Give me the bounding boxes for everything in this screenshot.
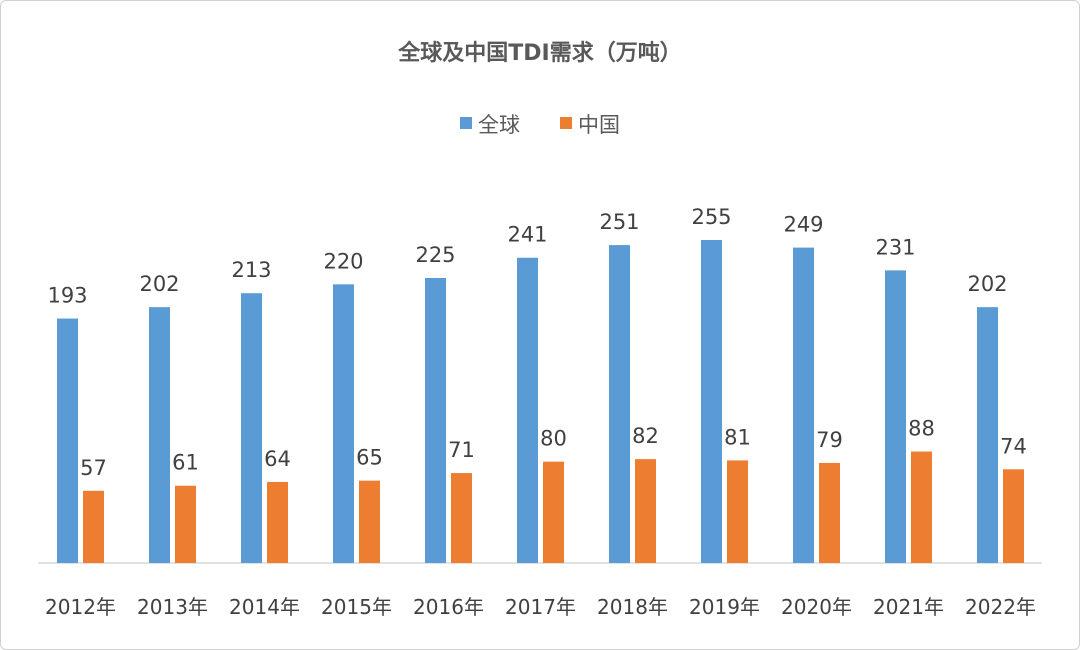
bar-china-2013年	[175, 485, 196, 563]
bar-china-2021年	[911, 451, 932, 563]
data-label: 255	[691, 205, 731, 229]
data-label: 225	[415, 243, 455, 267]
legend-swatch	[460, 117, 472, 129]
legend: 全球 中国	[460, 113, 620, 137]
bar-global-2015年	[333, 284, 354, 563]
x-tick-label: 2013年	[137, 595, 208, 619]
bar-china-2016年	[451, 473, 472, 563]
bar-global-2020年	[793, 247, 814, 563]
legend-label: 中国	[578, 113, 620, 137]
data-label: 61	[172, 451, 199, 475]
data-label: 193	[47, 284, 87, 308]
x-tick-label: 2019年	[689, 595, 760, 619]
data-label: 57	[80, 456, 107, 480]
data-label: 241	[507, 223, 547, 247]
bar-global-2014年	[241, 293, 262, 563]
bar-china-2012年	[83, 490, 104, 563]
data-label: 249	[783, 213, 823, 237]
bar-global-2017年	[517, 257, 538, 563]
data-label: 71	[448, 438, 475, 462]
data-label: 213	[231, 258, 271, 282]
data-label: 65	[356, 446, 383, 470]
x-tick-label: 2022年	[965, 595, 1036, 619]
x-tick-label: 2016年	[413, 595, 484, 619]
bar-global-2022年	[977, 307, 998, 563]
bar-global-2019年	[701, 240, 722, 563]
x-tick-label: 2020年	[781, 595, 852, 619]
legend-swatch	[560, 117, 572, 129]
bar-global-2013年	[149, 307, 170, 563]
data-label: 231	[875, 235, 915, 259]
data-label: 202	[139, 272, 179, 296]
data-label: 81	[724, 425, 751, 449]
bar-global-2012年	[57, 318, 78, 563]
data-label: 82	[632, 424, 659, 448]
x-tick-label: 2018年	[597, 595, 668, 619]
x-tick-label: 2014年	[229, 595, 300, 619]
data-label: 251	[599, 210, 639, 234]
x-tick-label: 2015年	[321, 595, 392, 619]
bar-china-2022年	[1003, 469, 1024, 563]
data-label: 80	[540, 427, 567, 451]
x-tick-label: 2017年	[505, 595, 576, 619]
data-label: 202	[967, 272, 1007, 296]
legend-label: 全球	[478, 113, 520, 137]
bar-china-2018年	[635, 459, 656, 563]
chart-title: 全球及中国TDI需求（万吨）	[397, 40, 681, 66]
bar-china-2014年	[267, 481, 288, 563]
data-label: 64	[264, 447, 291, 471]
bar-china-2017年	[543, 461, 564, 563]
x-tick-label: 2021年	[873, 595, 944, 619]
data-label: 88	[908, 417, 935, 441]
bar-china-2015年	[359, 480, 380, 563]
bar-china-2020年	[819, 462, 840, 563]
x-tick-label: 2012年	[45, 595, 116, 619]
data-label: 74	[1000, 434, 1027, 458]
bar-china-2019年	[727, 460, 748, 563]
bar-global-2018年	[609, 245, 630, 564]
data-label: 79	[816, 428, 843, 452]
bar-global-2021年	[885, 270, 906, 563]
data-label: 220	[323, 249, 363, 273]
bar-global-2016年	[425, 278, 446, 563]
